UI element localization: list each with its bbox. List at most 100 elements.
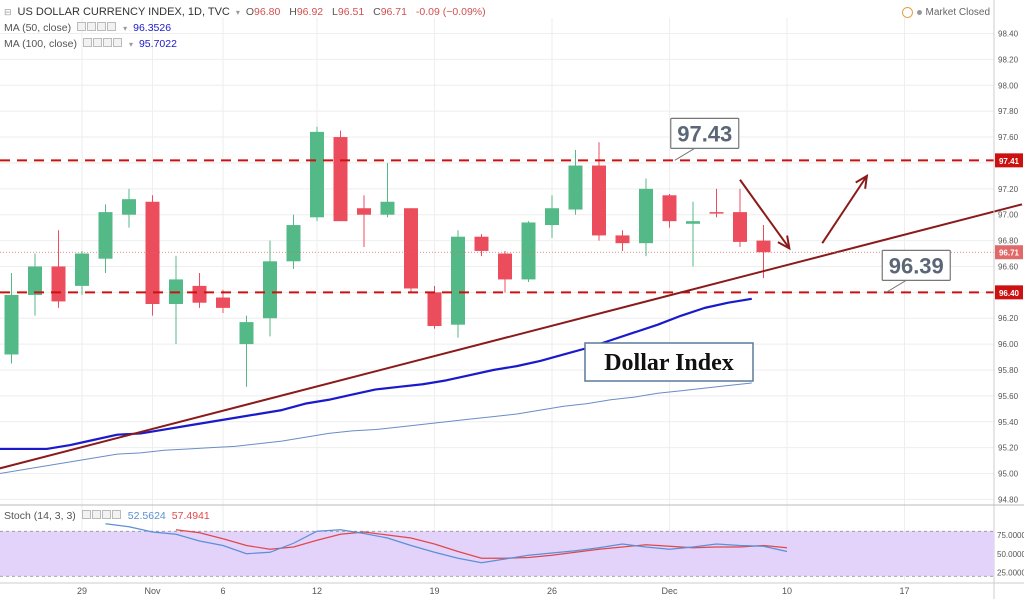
more-icon[interactable]	[112, 38, 122, 47]
candle-body	[404, 208, 418, 289]
x-tick-label: 17	[899, 586, 909, 596]
y-tick-label: 96.00	[998, 340, 1019, 349]
candle	[662, 194, 677, 228]
stoch-tick-label: 25.0000	[997, 569, 1024, 578]
candle-body	[122, 199, 136, 215]
level-price-flag-label: 97.41	[999, 157, 1020, 166]
candle	[756, 225, 771, 279]
candle-body	[145, 201, 160, 304]
gear-icon[interactable]	[92, 38, 102, 47]
candle	[333, 130, 348, 222]
dropdown-icon[interactable]: ▾	[235, 7, 240, 17]
chevron-down-icon[interactable]: ▾	[128, 39, 133, 49]
indicator-ma100[interactable]: MA (100, close) ▾ 95.7022	[4, 38, 177, 50]
candle-body	[333, 137, 348, 222]
candle	[733, 188, 747, 248]
ma50-line	[0, 297, 752, 451]
ohlc-close-label: C	[373, 6, 381, 18]
eye-icon[interactable]	[82, 38, 92, 47]
more-icon[interactable]	[111, 510, 121, 519]
candle-body	[310, 131, 324, 218]
candle	[615, 230, 630, 251]
eye-icon[interactable]	[77, 22, 87, 31]
y-tick-label: 96.60	[998, 262, 1019, 271]
trend-line	[0, 203, 1023, 470]
eye-icon[interactable]	[81, 510, 91, 519]
gear-icon[interactable]	[91, 510, 101, 519]
last-price-flag	[995, 245, 1023, 260]
candle	[239, 315, 254, 387]
chevron-down-icon[interactable]: ▾	[123, 23, 128, 33]
y-tick-label: 95.80	[998, 366, 1019, 375]
arrow-head	[855, 173, 869, 189]
y-tick-label: 97.20	[998, 185, 1019, 194]
candle	[263, 240, 277, 337]
x-tick-label: 10	[782, 586, 792, 596]
ohlc-group: O96.80 H96.92 L96.51 C96.71 -0.09 (−0.09…	[246, 6, 492, 18]
ma-settings-icons[interactable]	[82, 38, 123, 50]
candle-body	[380, 201, 395, 215]
stoch-header[interactable]: Stoch (14, 3, 3) 52.5624 57.4941	[4, 510, 210, 522]
candle-body	[4, 294, 19, 355]
candle	[568, 150, 583, 215]
candle	[498, 250, 512, 293]
candle-body	[51, 266, 66, 302]
candle-body	[686, 221, 700, 224]
candle-body	[75, 253, 89, 286]
candle	[145, 195, 160, 316]
x-tick-label: Dec	[661, 586, 678, 596]
arrow-shaft	[739, 179, 791, 249]
y-tick-label: 97.80	[998, 107, 1019, 116]
ohlc-change: -0.09 (−0.09%)	[415, 6, 486, 18]
candle-body	[521, 222, 536, 280]
y-tick-label: 95.60	[998, 392, 1019, 401]
y-tick-label: 95.20	[998, 444, 1019, 453]
callout-text: 97.43	[677, 121, 732, 146]
stoch-tick-label: 50.0000	[997, 550, 1024, 559]
candle-body	[427, 292, 442, 326]
close-icon[interactable]	[101, 510, 111, 519]
candle-body	[286, 225, 301, 262]
candle	[216, 289, 230, 314]
candle	[404, 208, 418, 293]
close-icon[interactable]	[102, 38, 112, 47]
arrow-head	[777, 235, 791, 251]
stoch-d-value: 57.4941	[171, 510, 210, 522]
y-tick-label: 95.40	[998, 418, 1019, 427]
annotations: 97.43 96.39 Dollar Index	[0, 117, 1023, 470]
y-tick-label: 98.00	[998, 81, 1019, 90]
gear-icon[interactable]	[87, 22, 97, 31]
ohlc-high-label: H	[289, 6, 297, 18]
candles	[4, 126, 771, 387]
candle	[545, 195, 559, 238]
ma100-label: MA (100, close)	[4, 38, 77, 50]
arrow-shaft	[821, 175, 868, 244]
ohlc-high-value: 96.92	[296, 6, 324, 18]
ma100-line	[0, 382, 752, 474]
stoch-settings-icons[interactable]	[81, 510, 122, 522]
y-tick-label: 97.60	[998, 133, 1019, 142]
title-annotation-box	[584, 342, 754, 382]
ma50-value: 96.3526	[133, 22, 172, 34]
candle-body	[263, 261, 277, 319]
candle	[310, 126, 324, 222]
candle	[639, 178, 653, 257]
ohlc-low-value: 96.51	[337, 6, 365, 18]
candle-body	[662, 195, 677, 222]
close-icon[interactable]	[97, 22, 107, 31]
candle	[592, 142, 606, 241]
ma-settings-icons[interactable]	[77, 22, 117, 34]
x-tick-label: 19	[429, 586, 439, 596]
stoch-k-line	[105, 523, 788, 564]
candle-body	[474, 236, 489, 251]
symbol-title[interactable]: US DOLLAR CURRENCY INDEX, 1D, TVC	[17, 6, 230, 18]
stoch-tick-label: 75.0000	[997, 531, 1024, 540]
candle-body	[192, 285, 207, 303]
collapse-icon[interactable]: ⊟	[4, 6, 12, 17]
more-icon[interactable]	[107, 22, 117, 31]
candle	[98, 204, 113, 273]
ohlc-close-value: 96.71	[380, 6, 407, 18]
indicator-ma50[interactable]: MA (50, close) ▾ 96.3526	[4, 22, 171, 34]
